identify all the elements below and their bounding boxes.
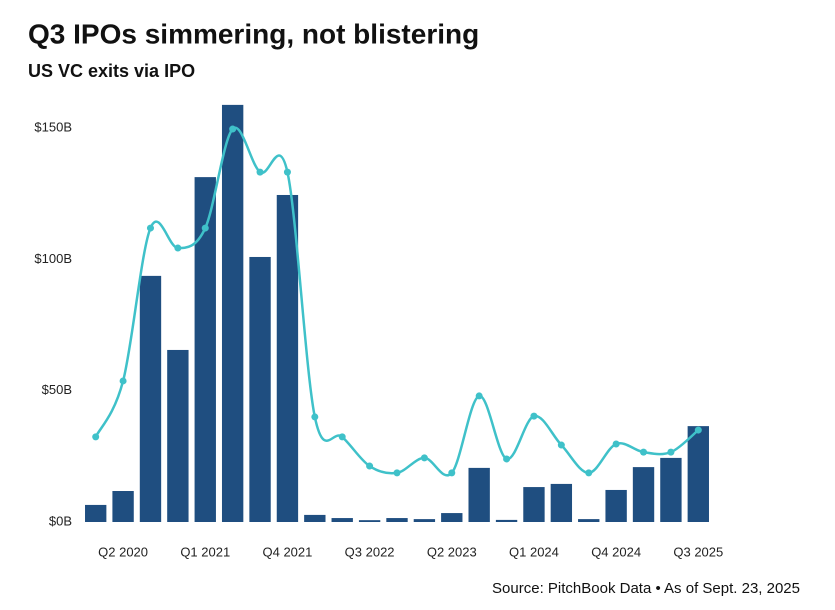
- bar: [386, 518, 408, 522]
- y-tick-label: $100B: [34, 251, 72, 266]
- line-point: [146, 224, 154, 232]
- bar: [112, 491, 134, 522]
- bar: [358, 520, 381, 522]
- bar: [249, 256, 271, 522]
- x-tick-label: Q1 2021: [180, 544, 230, 559]
- x-tick-label: Q2 2023: [427, 544, 477, 559]
- line-point: [366, 462, 374, 470]
- x-tick-label: Q3 2022: [345, 544, 395, 559]
- line-point: [338, 433, 346, 441]
- line-point: [667, 448, 675, 456]
- line-point: [256, 168, 264, 176]
- bar: [632, 467, 655, 522]
- x-tick-label: Q2 2020: [98, 544, 148, 559]
- line-point: [119, 377, 127, 385]
- line-point: [557, 441, 565, 449]
- line-point: [174, 244, 182, 252]
- bar: [523, 487, 545, 522]
- bar: [550, 483, 573, 522]
- chart-title: Q3 IPOs simmering, not blistering: [28, 18, 479, 49]
- bar: [605, 489, 627, 522]
- line-point: [585, 469, 593, 477]
- line-point: [475, 392, 483, 400]
- bar: [578, 519, 600, 522]
- bar: [495, 519, 518, 522]
- bar: [139, 275, 162, 522]
- bar: [85, 504, 107, 522]
- source-note: Source: PitchBook Data • As of Sept. 23,…: [492, 580, 800, 597]
- line-point: [283, 168, 291, 176]
- y-tick-label: $0B: [49, 513, 72, 528]
- bar: [660, 457, 682, 522]
- bar: [687, 426, 709, 522]
- bar: [413, 519, 436, 522]
- y-tick-label: $150B: [34, 119, 72, 134]
- line-point: [503, 455, 511, 463]
- x-tick-label: Q4 2021: [262, 544, 312, 559]
- x-tick-label: Q3 2025: [673, 544, 723, 559]
- line-point: [201, 224, 209, 232]
- bar: [468, 467, 490, 522]
- line-point: [530, 412, 538, 420]
- x-tick-label: Q1 2024: [509, 544, 559, 559]
- line-point: [694, 426, 702, 434]
- line-point: [612, 440, 620, 448]
- line-point: [92, 433, 100, 441]
- chart-subtitle: US VC exits via IPO: [28, 61, 195, 81]
- bar: [167, 349, 189, 522]
- bar: [331, 518, 353, 522]
- line-point: [640, 448, 648, 456]
- bar: [441, 513, 463, 522]
- line-point: [311, 413, 319, 421]
- bar: [276, 194, 299, 523]
- line-point: [393, 469, 401, 477]
- bar: [304, 514, 326, 522]
- line-point: [229, 125, 237, 133]
- line-point: [448, 469, 456, 477]
- y-tick-label: $50B: [42, 382, 72, 397]
- bar: [221, 104, 244, 523]
- bar: [194, 177, 216, 523]
- line-point: [420, 454, 428, 462]
- x-tick-label: Q4 2024: [591, 544, 641, 559]
